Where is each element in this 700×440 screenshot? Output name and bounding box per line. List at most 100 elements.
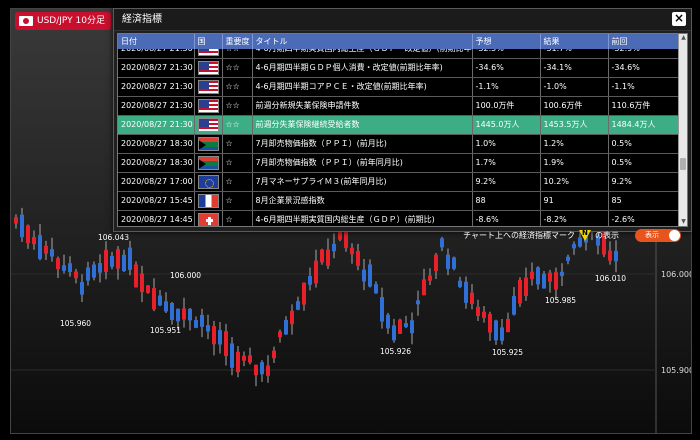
- price-annotation: 105.951: [150, 326, 181, 335]
- cell-date: 2020/08/27 21:30: [118, 77, 195, 97]
- cell-importance: ☆☆: [222, 49, 253, 59]
- table-row[interactable]: 2020/08/27 18:30 ☆ 7月卸売物価指数（ＰＰＩ）(前月比) 1.0% 1…: [118, 134, 679, 154]
- price-axis-label: 105.900: [661, 366, 692, 375]
- eu-flag-icon: [197, 174, 219, 189]
- candle-body: [68, 263, 72, 273]
- candle-body: [512, 295, 516, 315]
- candle-body: [422, 279, 426, 296]
- candle-body: [110, 256, 114, 267]
- candle-body: [542, 273, 546, 289]
- us-flag-icon: [197, 98, 219, 113]
- economic-indicators-dialog: 経済指標 × 日付 国 重要度 タイトル 予想 結果 前回 2020/08/27…: [113, 8, 692, 242]
- symbol-tab[interactable]: USD/JPY 10分足: [15, 12, 111, 30]
- candle-body: [86, 267, 90, 281]
- candle-body: [572, 244, 576, 249]
- cell-forecast: 88: [472, 191, 541, 211]
- cell-importance: ☆: [222, 134, 253, 154]
- table-row[interactable]: 2020/08/27 21:30 ☆☆ 4-6月期四半期ＧＤＰ個人消費・改定値(前期…: [118, 58, 679, 78]
- close-icon[interactable]: ×: [672, 11, 686, 26]
- candle-body: [272, 350, 276, 359]
- candle-body: [518, 279, 522, 304]
- candle-body: [464, 281, 468, 303]
- table-row[interactable]: 2020/08/27 15:45 ☆ 8月企業景況感指数 88 91 85: [118, 191, 679, 211]
- us-flag-icon: [197, 60, 219, 75]
- cell-previous: 0.5%: [608, 134, 679, 154]
- cell-date: 2020/08/27 21:30: [118, 49, 195, 59]
- cell-title: 4-6月期四半期実質国内総生産（ＧＤＰ）(前期比): [252, 210, 473, 226]
- indicator-table-container: 日付 国 重要度 タイトル 予想 結果 前回 2020/08/27 21:30 ☆…: [117, 33, 688, 227]
- candle-body: [614, 250, 618, 262]
- candle-body: [134, 264, 138, 288]
- table-row[interactable]: 2020/08/27 17:00 ☆ 7月マネーサプライＭ３(前年同月比) 9.2% 1…: [118, 172, 679, 192]
- candle-body: [98, 263, 102, 273]
- cell-importance: ☆: [222, 210, 253, 226]
- table-row[interactable]: 2020/08/27 21:30 ☆☆ 前週分新規失業保険申請件数 100.0万件 10…: [118, 96, 679, 116]
- candle-body: [26, 225, 30, 244]
- candle-body: [362, 269, 366, 282]
- candle-body: [80, 282, 84, 295]
- candle-body: [200, 314, 204, 327]
- candle-body: [104, 249, 108, 272]
- column-header-importance[interactable]: 重要度: [222, 34, 253, 49]
- table-scrollbar[interactable]: ▲ ▼: [678, 34, 687, 226]
- candle-body: [434, 254, 438, 272]
- candle-body: [524, 277, 528, 297]
- price-annotation: 105.960: [60, 319, 91, 328]
- column-header-title[interactable]: タイトル: [252, 34, 473, 49]
- candle-body: [236, 351, 240, 373]
- cell-date: 2020/08/27 17:00: [118, 172, 195, 192]
- cell-previous: 85: [608, 191, 679, 211]
- candle-body: [386, 314, 390, 329]
- price-annotation: 105.985: [545, 296, 576, 305]
- column-header-previous[interactable]: 前回: [608, 34, 679, 49]
- table-row[interactable]: 2020/08/27 21:30 ☆☆ 前週分失業保険継続受給者数 1445.0万人 1…: [118, 115, 679, 135]
- column-header-date[interactable]: 日付: [118, 34, 195, 49]
- cell-previous: -2.6%: [608, 210, 679, 226]
- candle-body: [206, 325, 210, 332]
- table-row[interactable]: 2020/08/27 14:45 ☆ 4-6月期四半期実質国内総生産（ＧＤＰ）(前期…: [118, 210, 679, 226]
- show-marks-toggle[interactable]: 表示: [635, 228, 681, 242]
- cell-importance: ☆: [222, 172, 253, 192]
- marker-setting-suffix: の表示: [595, 230, 619, 240]
- table-row[interactable]: 2020/08/27 21:30 ☆☆4-6月期四半期実質国内総生産（ＧＤＰ・改定…: [118, 49, 679, 59]
- column-header-result[interactable]: 結果: [540, 34, 609, 49]
- candle-body: [326, 249, 330, 266]
- scroll-up-icon[interactable]: ▲: [681, 34, 686, 41]
- cell-date: 2020/08/27 18:30: [118, 153, 195, 173]
- column-header-country[interactable]: 国: [194, 34, 223, 49]
- cell-forecast: 100.0万件: [472, 96, 541, 116]
- table-row[interactable]: 2020/08/27 18:30 ☆ 7月卸売物価指数（ＰＰＩ）(前年同月比) 1.7…: [118, 153, 679, 173]
- candle-body: [128, 247, 132, 270]
- scroll-down-icon[interactable]: ▼: [681, 218, 686, 225]
- candle-body: [356, 250, 360, 266]
- candle-body: [164, 301, 168, 312]
- cell-forecast: 9.2%: [472, 172, 541, 192]
- cell-title: 7月マネーサプライＭ３(前年同月比): [252, 172, 473, 192]
- candle-body: [224, 331, 228, 356]
- south-africa-flag-icon: [197, 136, 219, 151]
- cell-importance: ☆☆: [222, 58, 253, 78]
- candle-body: [596, 234, 600, 246]
- candle-body: [380, 297, 384, 322]
- column-header-forecast[interactable]: 予想: [472, 34, 541, 49]
- candle-body: [428, 275, 432, 281]
- cell-forecast: -34.6%: [472, 58, 541, 78]
- candle-body: [398, 319, 402, 334]
- cell-result: 100.6万件: [540, 96, 609, 116]
- candle-body: [536, 267, 540, 285]
- cell-forecast: 1.7%: [472, 153, 541, 173]
- candle-body: [248, 355, 252, 363]
- price-axis-label: 106.000: [661, 270, 692, 279]
- cell-title: 前週分新規失業保険申請件数: [252, 96, 473, 116]
- candle-body: [44, 245, 48, 254]
- cell-date: 2020/08/27 14:45: [118, 210, 195, 226]
- candle-body: [602, 230, 606, 255]
- marker-display-setting: チャート上への経済指標マーク N の表示 表示: [463, 228, 681, 242]
- table-row[interactable]: 2020/08/27 21:30 ☆☆ 4-6月期四半期コアＰＣＥ・改定値(前期比年…: [118, 77, 679, 97]
- symbol-label: USD/JPY 10分足: [37, 16, 105, 26]
- cell-date: 2020/08/27 21:30: [118, 115, 195, 135]
- scroll-thumb[interactable]: [680, 158, 686, 170]
- candle-body: [578, 237, 582, 247]
- candle-body: [20, 214, 24, 238]
- price-annotation: 105.925: [492, 348, 523, 357]
